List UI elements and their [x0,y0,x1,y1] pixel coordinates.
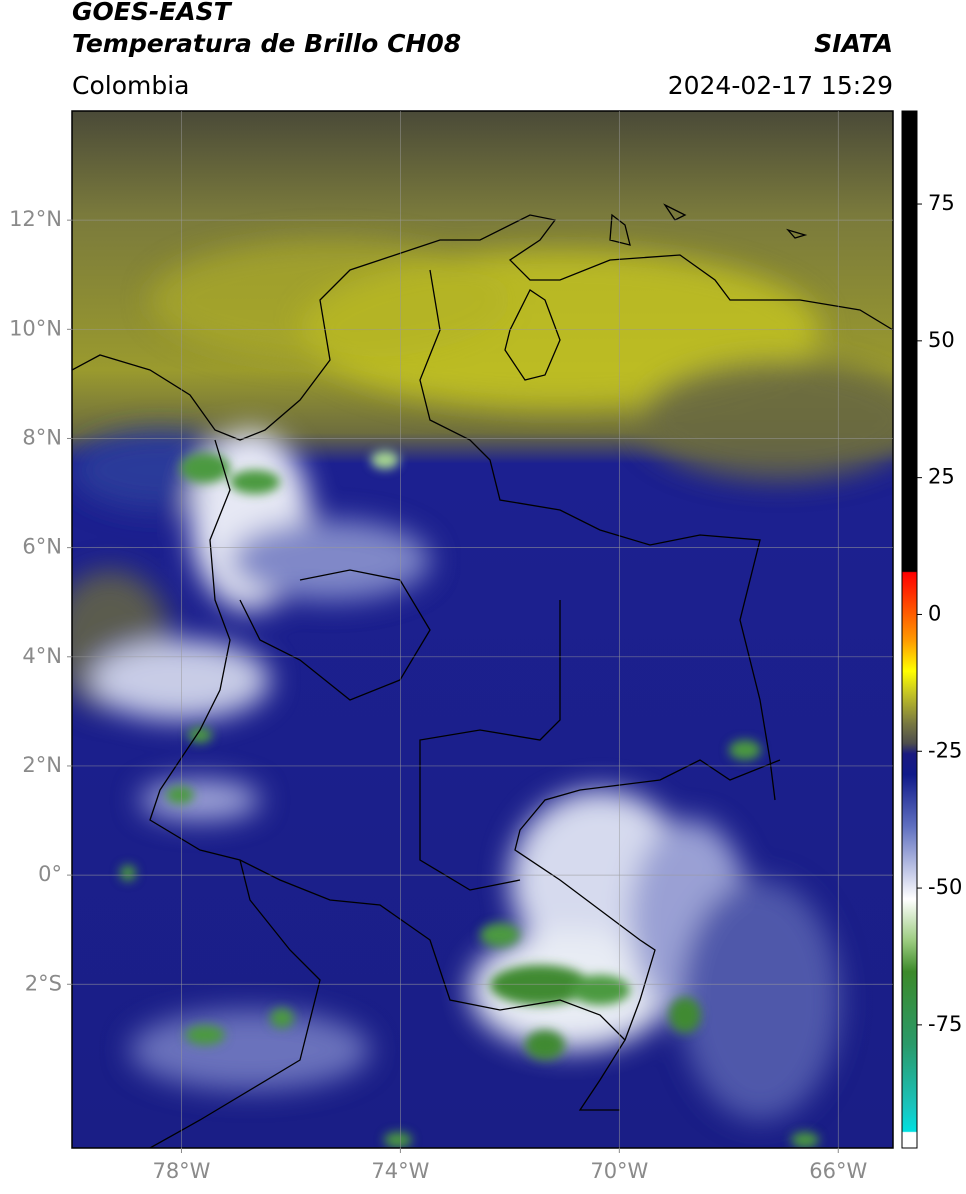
graticule [67,111,893,1153]
lon-tick-label: 74°W [371,1159,429,1183]
lat-tick-label: 12°N [9,207,62,231]
lat-tick-label: 2°N [22,753,62,777]
colorbar-tick-label: -75 [928,1012,962,1036]
colorbar [901,110,918,1149]
map-frame [71,110,894,1149]
subtitle: Temperatura de Brillo CH08 [72,29,461,58]
satellite-image [72,111,893,1148]
lon-tick-label: 78°W [152,1159,210,1183]
colorbar-tick-label: 0 [928,601,941,625]
lat-tick-label: 8°N [22,425,62,449]
datetime: 2024-02-17 15:29 [668,71,893,100]
lat-tick-label: 0° [38,862,62,886]
lat-tick-label: 10°N [9,316,62,340]
title: GOES-EAST [72,0,233,26]
borders [72,203,893,1148]
lon-tick-label: 66°W [809,1159,867,1183]
source: SIATA [814,29,893,58]
lat-tick-label: 6°N [22,535,62,559]
lat-tick-label: 2°S [25,971,62,995]
lon-tick-label: 70°W [590,1159,648,1183]
colorbar-tick-label: 25 [928,465,955,489]
colorbar-tick-label: 50 [928,328,955,352]
lat-tick-label: 4°N [22,644,62,668]
colorbar-tick-label: -50 [928,875,962,899]
region: Colombia [72,71,189,100]
colorbar-tick-label: -25 [928,738,962,762]
colorbar-tick-label: 75 [928,191,955,215]
